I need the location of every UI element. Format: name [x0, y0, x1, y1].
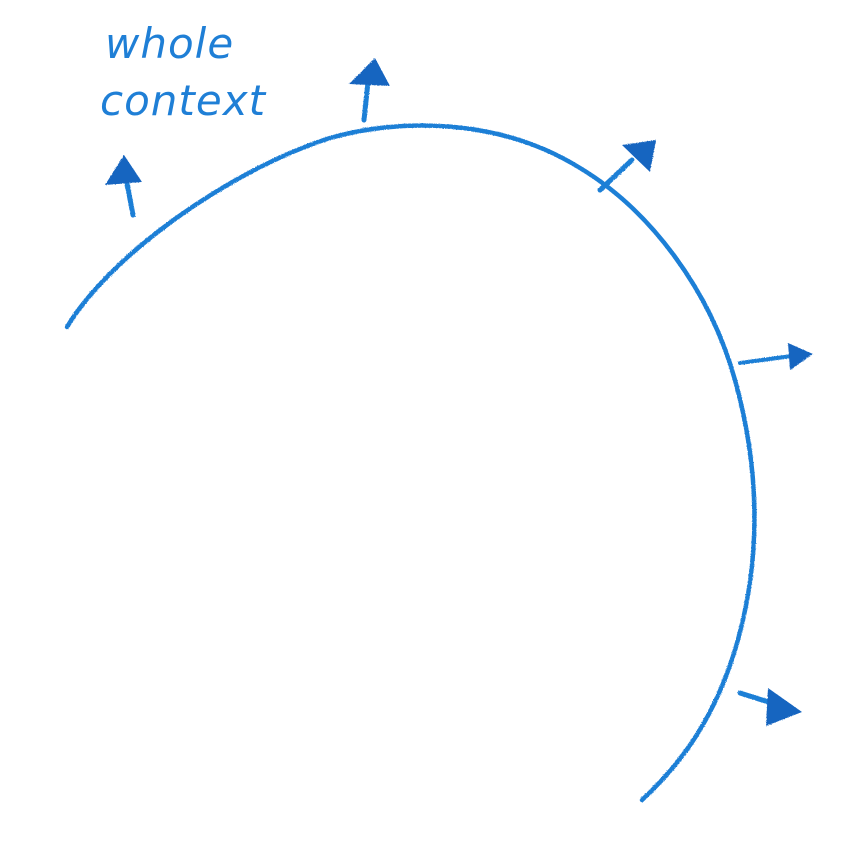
label-line-1: whole [105, 19, 234, 68]
outward-arrow-icon [105, 155, 142, 218]
outward-arrow-icon [597, 140, 656, 193]
context-boundary-arc [64, 123, 757, 803]
arrow-group [105, 58, 813, 726]
label-line-2: context [100, 76, 267, 125]
outward-arrow-icon [349, 58, 390, 123]
outward-arrow-icon [738, 343, 813, 370]
label-group: whole context [100, 19, 267, 125]
outward-arrow-icon [737, 688, 802, 726]
